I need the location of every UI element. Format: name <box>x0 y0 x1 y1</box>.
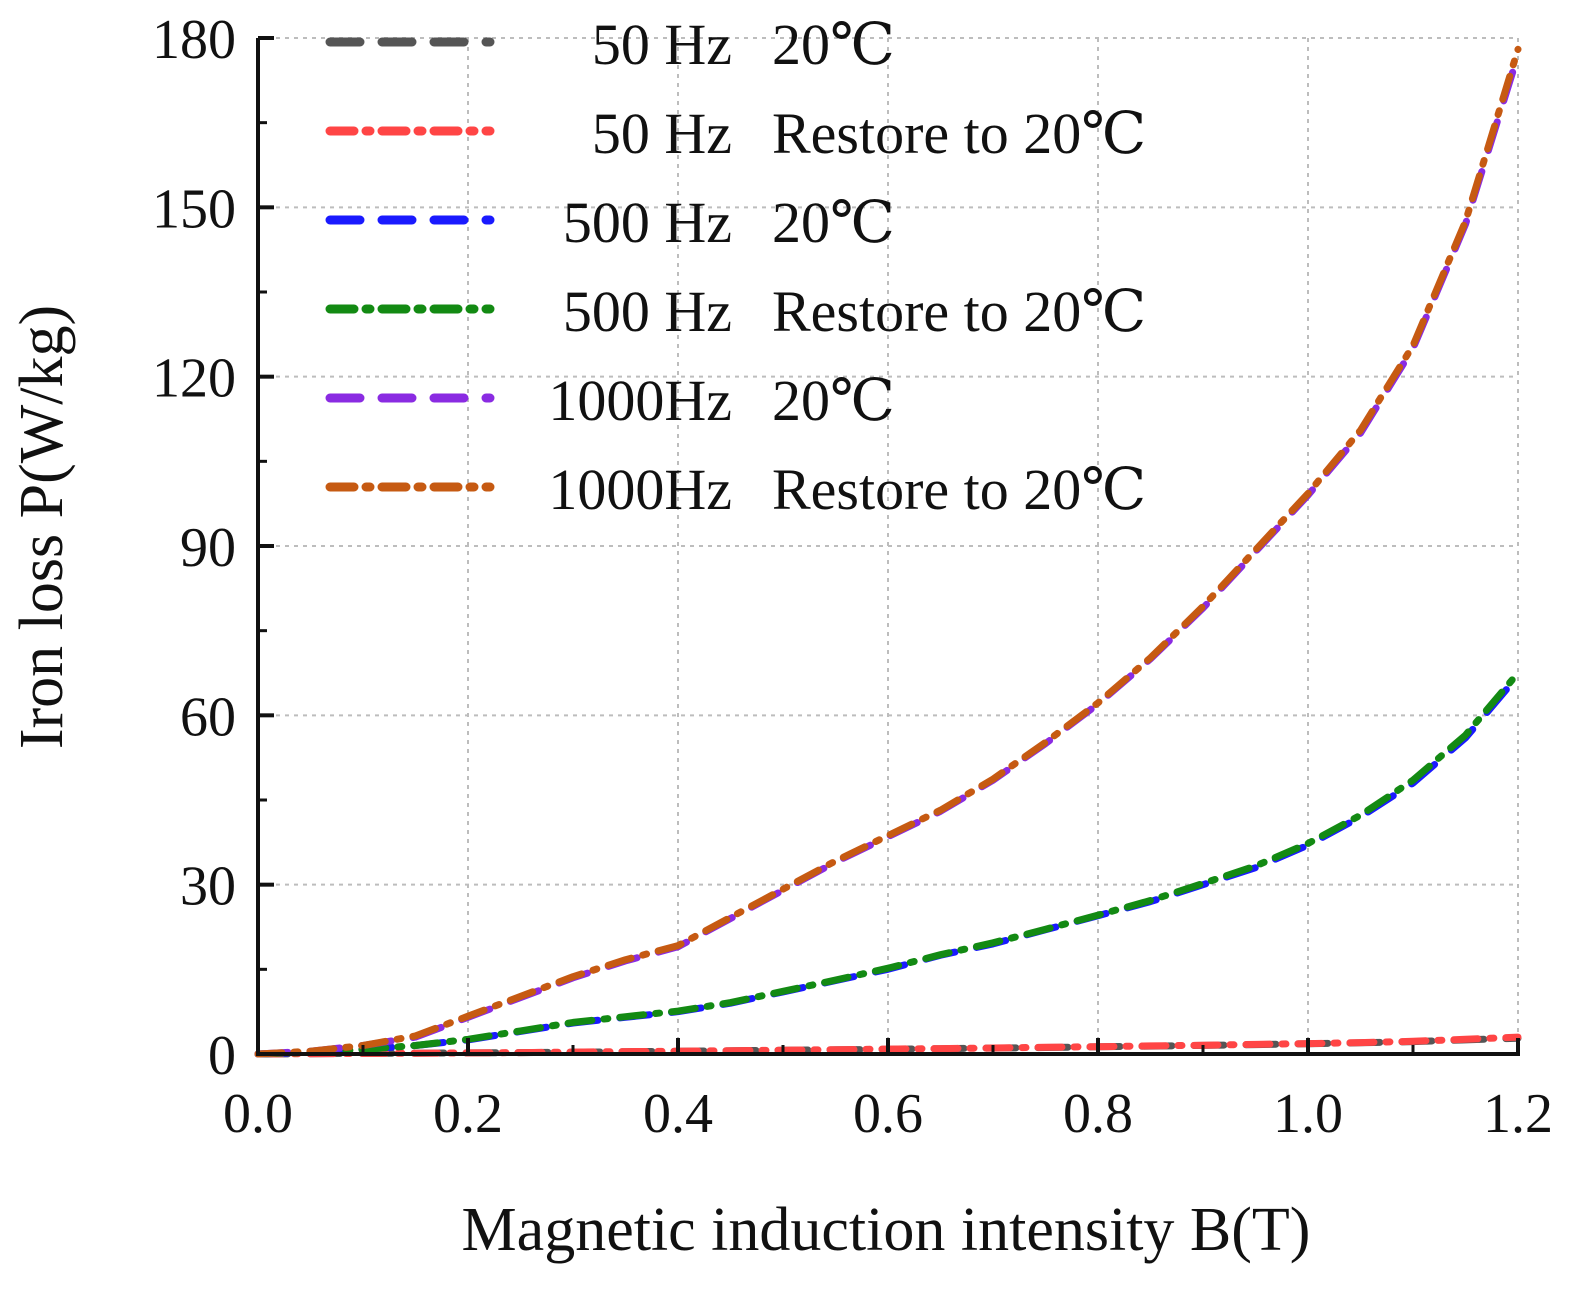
legend-frequency: 50 Hz <box>592 12 732 77</box>
grid-lines <box>258 37 1519 1054</box>
series-line <box>254 45 1522 1058</box>
y-tick-label: 150 <box>152 178 236 240</box>
y-tick-label: 90 <box>180 517 236 579</box>
x-tick-label: 0.6 <box>853 1083 923 1145</box>
legend-item: 50 Hz Restore to 20℃ <box>325 101 1146 166</box>
y-axis-title: Iron loss P(W/kg) <box>8 305 76 749</box>
legend-condition: 20℃ <box>772 368 895 433</box>
x-tick-label: 0.8 <box>1063 1083 1133 1145</box>
legend-frequency: 500 Hz <box>563 190 732 255</box>
legend-frequency: 1000Hz <box>548 457 732 522</box>
legend-frequency: 50 Hz <box>592 101 732 166</box>
y-axis-ticks: 0 30 60 90 120 150 180 <box>152 9 274 1087</box>
y-tick-label: 0 <box>208 1025 236 1087</box>
legend-item: 500 Hz 20℃ <box>325 190 895 255</box>
x-tick-label: 0.2 <box>433 1083 503 1145</box>
legend-condition: Restore to 20℃ <box>772 457 1146 522</box>
legend-condition: 20℃ <box>772 12 895 77</box>
legend-frequency: 500 Hz <box>563 279 732 344</box>
x-tick-label: 1.2 <box>1483 1083 1553 1145</box>
legend-condition: Restore to 20℃ <box>772 101 1146 166</box>
x-axis-title: Magnetic induction intensity B(T) <box>462 1196 1311 1264</box>
legend-item: 50 Hz 20℃ <box>325 12 895 77</box>
legend-frequency: 1000Hz <box>548 368 732 433</box>
y-tick-label: 60 <box>180 686 236 748</box>
legend-item: 1000Hz 20℃ <box>325 368 895 433</box>
legend-item: 500 Hz Restore to 20℃ <box>325 279 1146 344</box>
x-tick-label: 0.4 <box>643 1083 713 1145</box>
series-line <box>254 669 1522 1058</box>
x-tick-label: 0.0 <box>223 1083 293 1145</box>
x-tick-label: 1.0 <box>1273 1083 1343 1145</box>
x-axis-ticks: 0.0 0.2 0.4 0.6 0.8 1.0 1.2 <box>223 1038 1553 1145</box>
legend-item: 1000Hz Restore to 20℃ <box>325 457 1146 522</box>
y-tick-label: 30 <box>180 856 236 918</box>
y-tick-label: 180 <box>152 9 236 71</box>
y-tick-label: 120 <box>152 348 236 410</box>
legend-condition: Restore to 20℃ <box>772 279 1146 344</box>
legend-condition: 20℃ <box>772 190 895 255</box>
